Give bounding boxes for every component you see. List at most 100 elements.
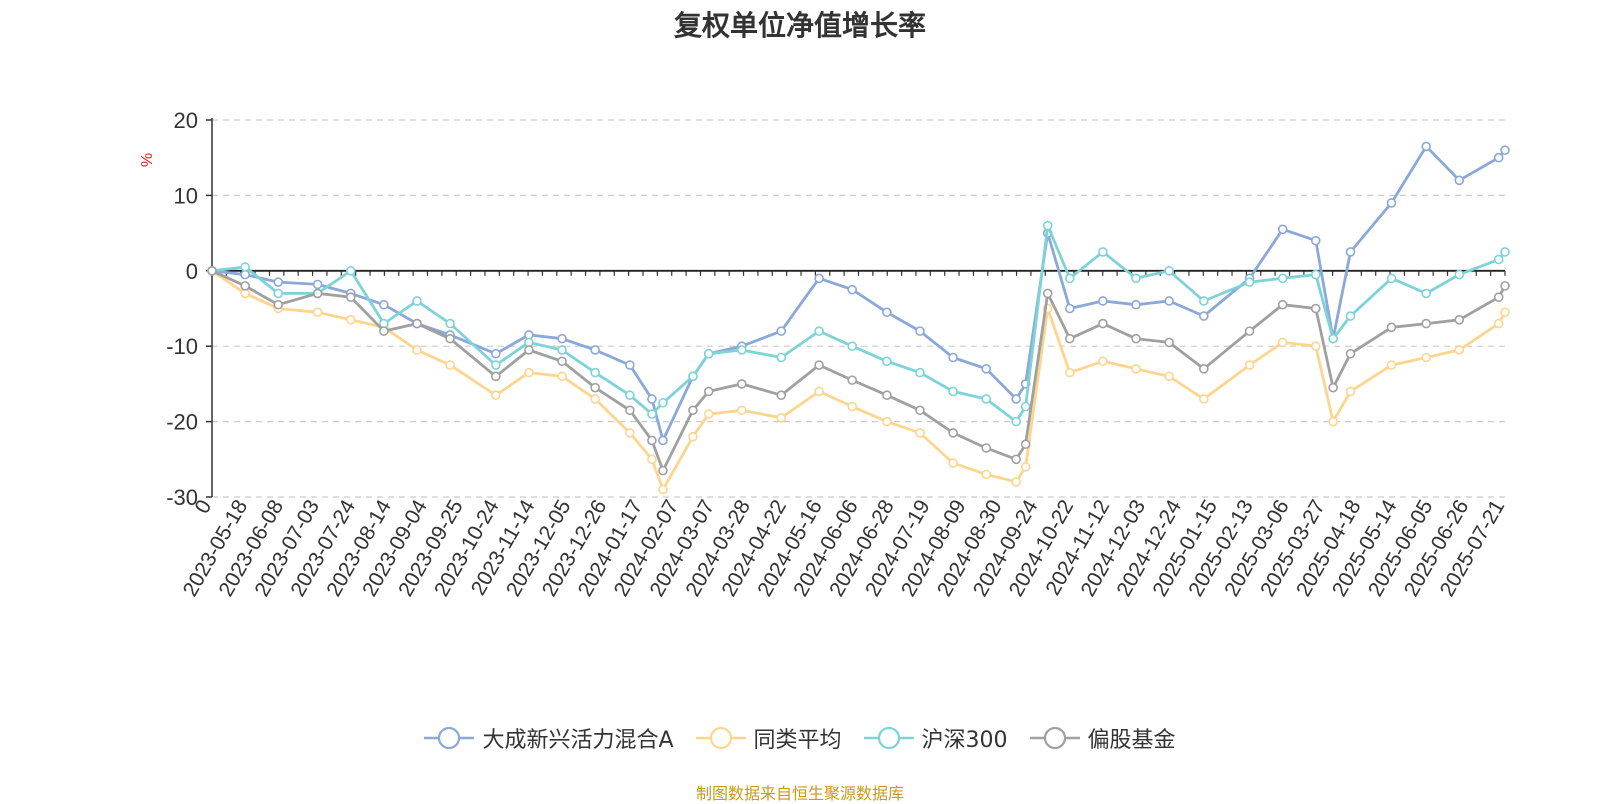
data-point: [491, 390, 501, 401]
data-point: [1164, 337, 1174, 348]
series-line: [211, 269, 1507, 491]
data-point: [273, 299, 284, 310]
data-point: [625, 390, 635, 401]
data-point: [312, 307, 323, 318]
data-point: [1164, 371, 1174, 382]
data-point: [1064, 367, 1075, 378]
data-point: [1345, 311, 1356, 321]
y-axis-label: %: [139, 153, 156, 167]
data-point: [1454, 175, 1465, 186]
legend-label: 沪深300: [921, 728, 1008, 753]
data-point: [1421, 352, 1431, 363]
legend-item[interactable]: 偏股基金: [1029, 722, 1176, 754]
data-point: [647, 435, 657, 446]
legend-item[interactable]: 大成新兴活力混合A: [424, 722, 674, 754]
data-point: [412, 318, 422, 329]
data-point: [1020, 462, 1031, 472]
data-point: [1277, 224, 1288, 235]
data-point: [445, 318, 455, 329]
data-point: [1500, 281, 1510, 291]
data-point: [1493, 292, 1504, 302]
data-point: [1386, 360, 1397, 370]
data-point: [1064, 273, 1075, 284]
data-point: [1064, 303, 1075, 314]
series-line: [211, 224, 1507, 424]
series-line: [211, 144, 1507, 442]
series-lines: [207, 141, 1510, 495]
data-point: [948, 458, 958, 468]
legend-item[interactable]: 沪深300: [863, 722, 1008, 754]
data-point: [847, 401, 857, 412]
data-point: [524, 367, 534, 378]
data-point: [312, 279, 323, 290]
y-tick-label: 20: [174, 108, 198, 133]
y-tick-label: -10: [166, 334, 198, 359]
data-point: [776, 352, 787, 363]
data-point: [1345, 348, 1356, 359]
data-point: [1098, 356, 1108, 367]
data-point: [1020, 439, 1031, 450]
data-point: [1011, 477, 1021, 487]
data-point: [1386, 198, 1397, 208]
data-point: [847, 284, 857, 295]
data-point: [1454, 345, 1465, 355]
data-point: [776, 326, 787, 336]
data-point: [647, 394, 657, 404]
data-point: [312, 288, 323, 299]
source-note: 制图数据来自恒生聚源数据库: [695, 784, 904, 803]
data-point: [814, 360, 824, 370]
legend-marker-icon: [1029, 726, 1080, 750]
data-point: [1164, 265, 1174, 276]
data-point: [658, 465, 668, 476]
data-point: [688, 405, 698, 416]
data-point: [915, 326, 925, 336]
data-point: [1064, 333, 1075, 344]
data-point: [1421, 288, 1431, 299]
data-point: [379, 326, 389, 336]
data-point: [948, 352, 958, 363]
data-point: [737, 379, 747, 389]
data-point: [814, 273, 824, 284]
data-point: [688, 371, 698, 382]
data-point: [273, 277, 284, 287]
data-point: [776, 413, 787, 423]
legend-marker-icon: [863, 726, 914, 750]
data-point: [1131, 273, 1141, 284]
data-point: [1500, 247, 1510, 257]
data-point: [1199, 311, 1209, 321]
data-point: [379, 299, 389, 310]
data-point: [1454, 269, 1465, 280]
data-point: [882, 416, 892, 427]
data-point: [1345, 247, 1356, 257]
data-point: [1199, 394, 1209, 404]
y-tick-label: -20: [166, 410, 198, 435]
data-point: [1277, 273, 1288, 284]
data-point: [647, 454, 657, 465]
data-point: [345, 265, 356, 276]
data-point: [1386, 322, 1397, 333]
data-point: [1011, 454, 1021, 465]
series-1: [207, 265, 1510, 495]
data-point: [1277, 299, 1288, 310]
data-point: [412, 296, 422, 306]
data-point: [1328, 333, 1338, 344]
data-point: [273, 288, 284, 299]
data-point: [1493, 254, 1504, 265]
y-tick-label: 0: [186, 259, 198, 284]
legend-item[interactable]: 同类平均: [695, 722, 842, 754]
series-2: [207, 220, 1510, 427]
legend-marker-icon: [424, 726, 475, 750]
data-point: [240, 281, 250, 291]
data-point: [703, 348, 714, 359]
data-point: [814, 326, 824, 336]
data-point: [688, 431, 698, 442]
data-point: [1164, 296, 1174, 306]
data-point: [1500, 307, 1510, 318]
data-point: [345, 292, 356, 302]
data-point: [1244, 277, 1255, 287]
data-point: [1310, 341, 1321, 352]
legend: 大成新兴活力混合A 同类平均 沪深300 偏股基金: [0, 722, 1600, 754]
data-point: [703, 386, 714, 397]
data-point: [981, 394, 992, 404]
chart-canvas: 20100-10-20-3002023-05-182023-06-082023-…: [139, 108, 1510, 601]
